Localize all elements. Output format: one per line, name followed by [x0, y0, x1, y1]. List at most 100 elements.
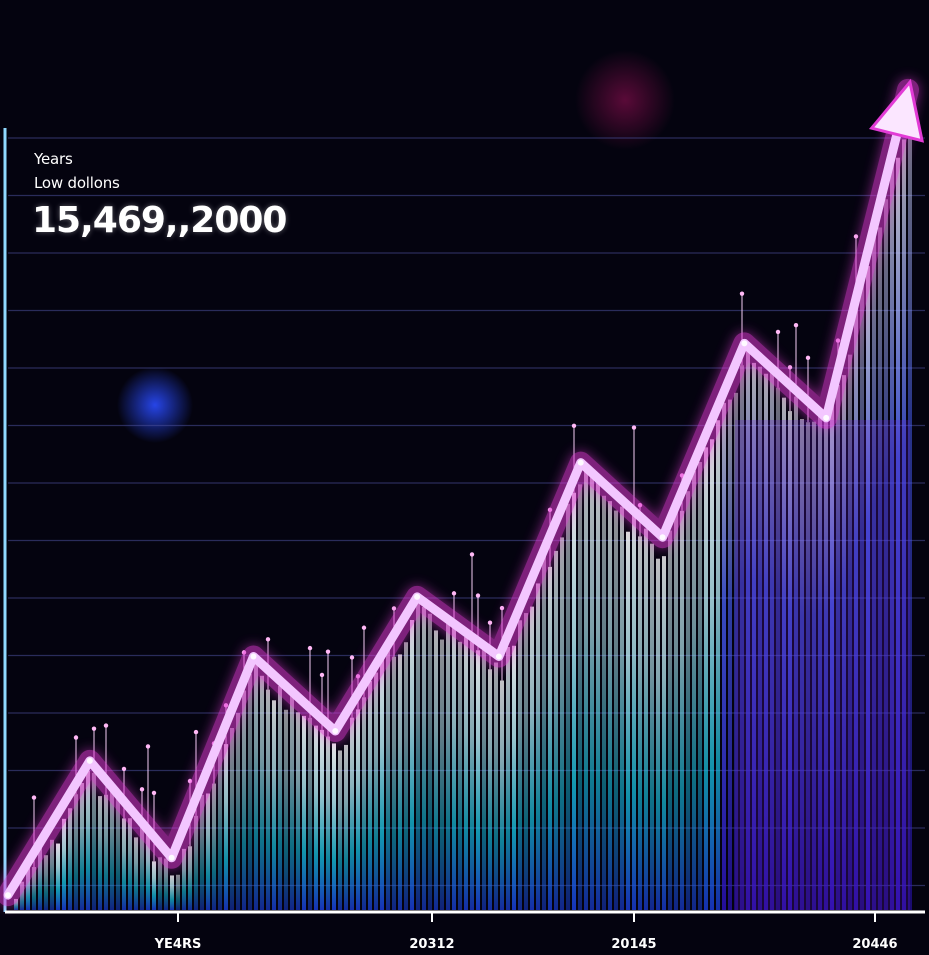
bar	[44, 855, 48, 910]
bar	[854, 305, 858, 910]
bar	[608, 501, 612, 910]
bar-spike-dot	[739, 291, 745, 296]
bar	[98, 796, 102, 910]
bar	[104, 794, 108, 910]
y-label-years: Years	[34, 150, 73, 168]
line-point	[495, 653, 502, 660]
bar	[260, 675, 264, 910]
bar	[338, 750, 342, 910]
bar	[266, 689, 270, 910]
bar	[770, 366, 774, 911]
bar-spike-dot	[31, 795, 37, 800]
bar	[56, 843, 60, 910]
bar	[68, 808, 72, 910]
bar	[884, 199, 888, 911]
glow-blue-decoration	[117, 367, 193, 443]
bar	[116, 793, 120, 910]
bar	[254, 658, 258, 910]
bar	[686, 491, 690, 910]
bar-spike-dot	[265, 637, 271, 642]
bar	[506, 646, 510, 910]
bar	[212, 783, 216, 910]
x-tick-label: 20312	[409, 937, 454, 952]
bar	[290, 694, 294, 910]
bar	[824, 417, 828, 910]
bar	[422, 606, 426, 910]
bar-spike-dot	[103, 723, 109, 728]
bar	[194, 815, 198, 910]
bar-spike-dot	[469, 552, 475, 557]
bar	[380, 657, 384, 910]
bar-spike-dot	[451, 591, 457, 596]
bar	[152, 861, 156, 910]
line-point	[250, 653, 257, 660]
bar	[476, 650, 480, 910]
bar	[368, 680, 372, 910]
bar	[518, 620, 522, 910]
bar	[494, 662, 498, 910]
bar	[716, 420, 720, 910]
bar	[788, 411, 792, 910]
bar	[410, 619, 414, 910]
bar	[794, 396, 798, 910]
x-tick-label: YE4RS	[154, 937, 202, 952]
bar	[572, 492, 576, 910]
bar	[758, 366, 762, 910]
bar	[80, 782, 84, 910]
bar	[752, 362, 756, 910]
bar	[698, 462, 702, 910]
bar	[464, 636, 468, 910]
bar	[566, 503, 570, 910]
bar-field	[14, 89, 912, 911]
bar	[620, 506, 624, 910]
bar-spike-dot	[391, 606, 397, 611]
bar	[632, 508, 636, 910]
bar	[512, 645, 516, 910]
bar	[704, 447, 708, 910]
bar	[776, 387, 780, 910]
bar-spike-dot	[193, 729, 199, 735]
bar-spike-dot	[73, 735, 79, 740]
bar-spike-dot	[853, 234, 859, 239]
bar	[614, 510, 618, 910]
bar	[458, 641, 462, 910]
bar	[656, 558, 660, 910]
bar	[188, 846, 192, 910]
bar	[902, 139, 906, 911]
bar	[164, 858, 168, 910]
bar	[20, 881, 24, 910]
line-point	[823, 414, 830, 421]
bar	[866, 266, 870, 911]
bar	[680, 510, 684, 910]
line-point	[659, 534, 666, 541]
bar-spike-dot	[121, 766, 127, 772]
bar-spike-dot	[793, 322, 799, 328]
bar	[278, 685, 282, 910]
bar	[470, 641, 474, 910]
bar	[668, 530, 672, 910]
bar	[362, 697, 366, 910]
bar	[896, 157, 900, 911]
bar-spike-dot	[319, 672, 325, 678]
bar	[224, 744, 228, 910]
bar	[782, 397, 786, 910]
bar	[38, 847, 42, 910]
bar-spike-dot	[499, 605, 505, 611]
line-point	[577, 459, 584, 466]
bar	[530, 606, 534, 910]
bar	[740, 365, 744, 910]
x-tick-label: 20145	[611, 937, 656, 952]
bar	[434, 630, 438, 910]
bar	[674, 510, 678, 910]
x-axis-ticks: YE4RS 20312 20145 20446	[154, 912, 898, 952]
bar	[860, 281, 864, 910]
bar	[482, 645, 486, 910]
bar	[386, 647, 390, 910]
bar	[728, 399, 732, 910]
bar	[836, 384, 840, 911]
bar	[218, 743, 222, 910]
headline-value: 15,469,,2000	[32, 200, 287, 241]
bar	[206, 793, 210, 910]
